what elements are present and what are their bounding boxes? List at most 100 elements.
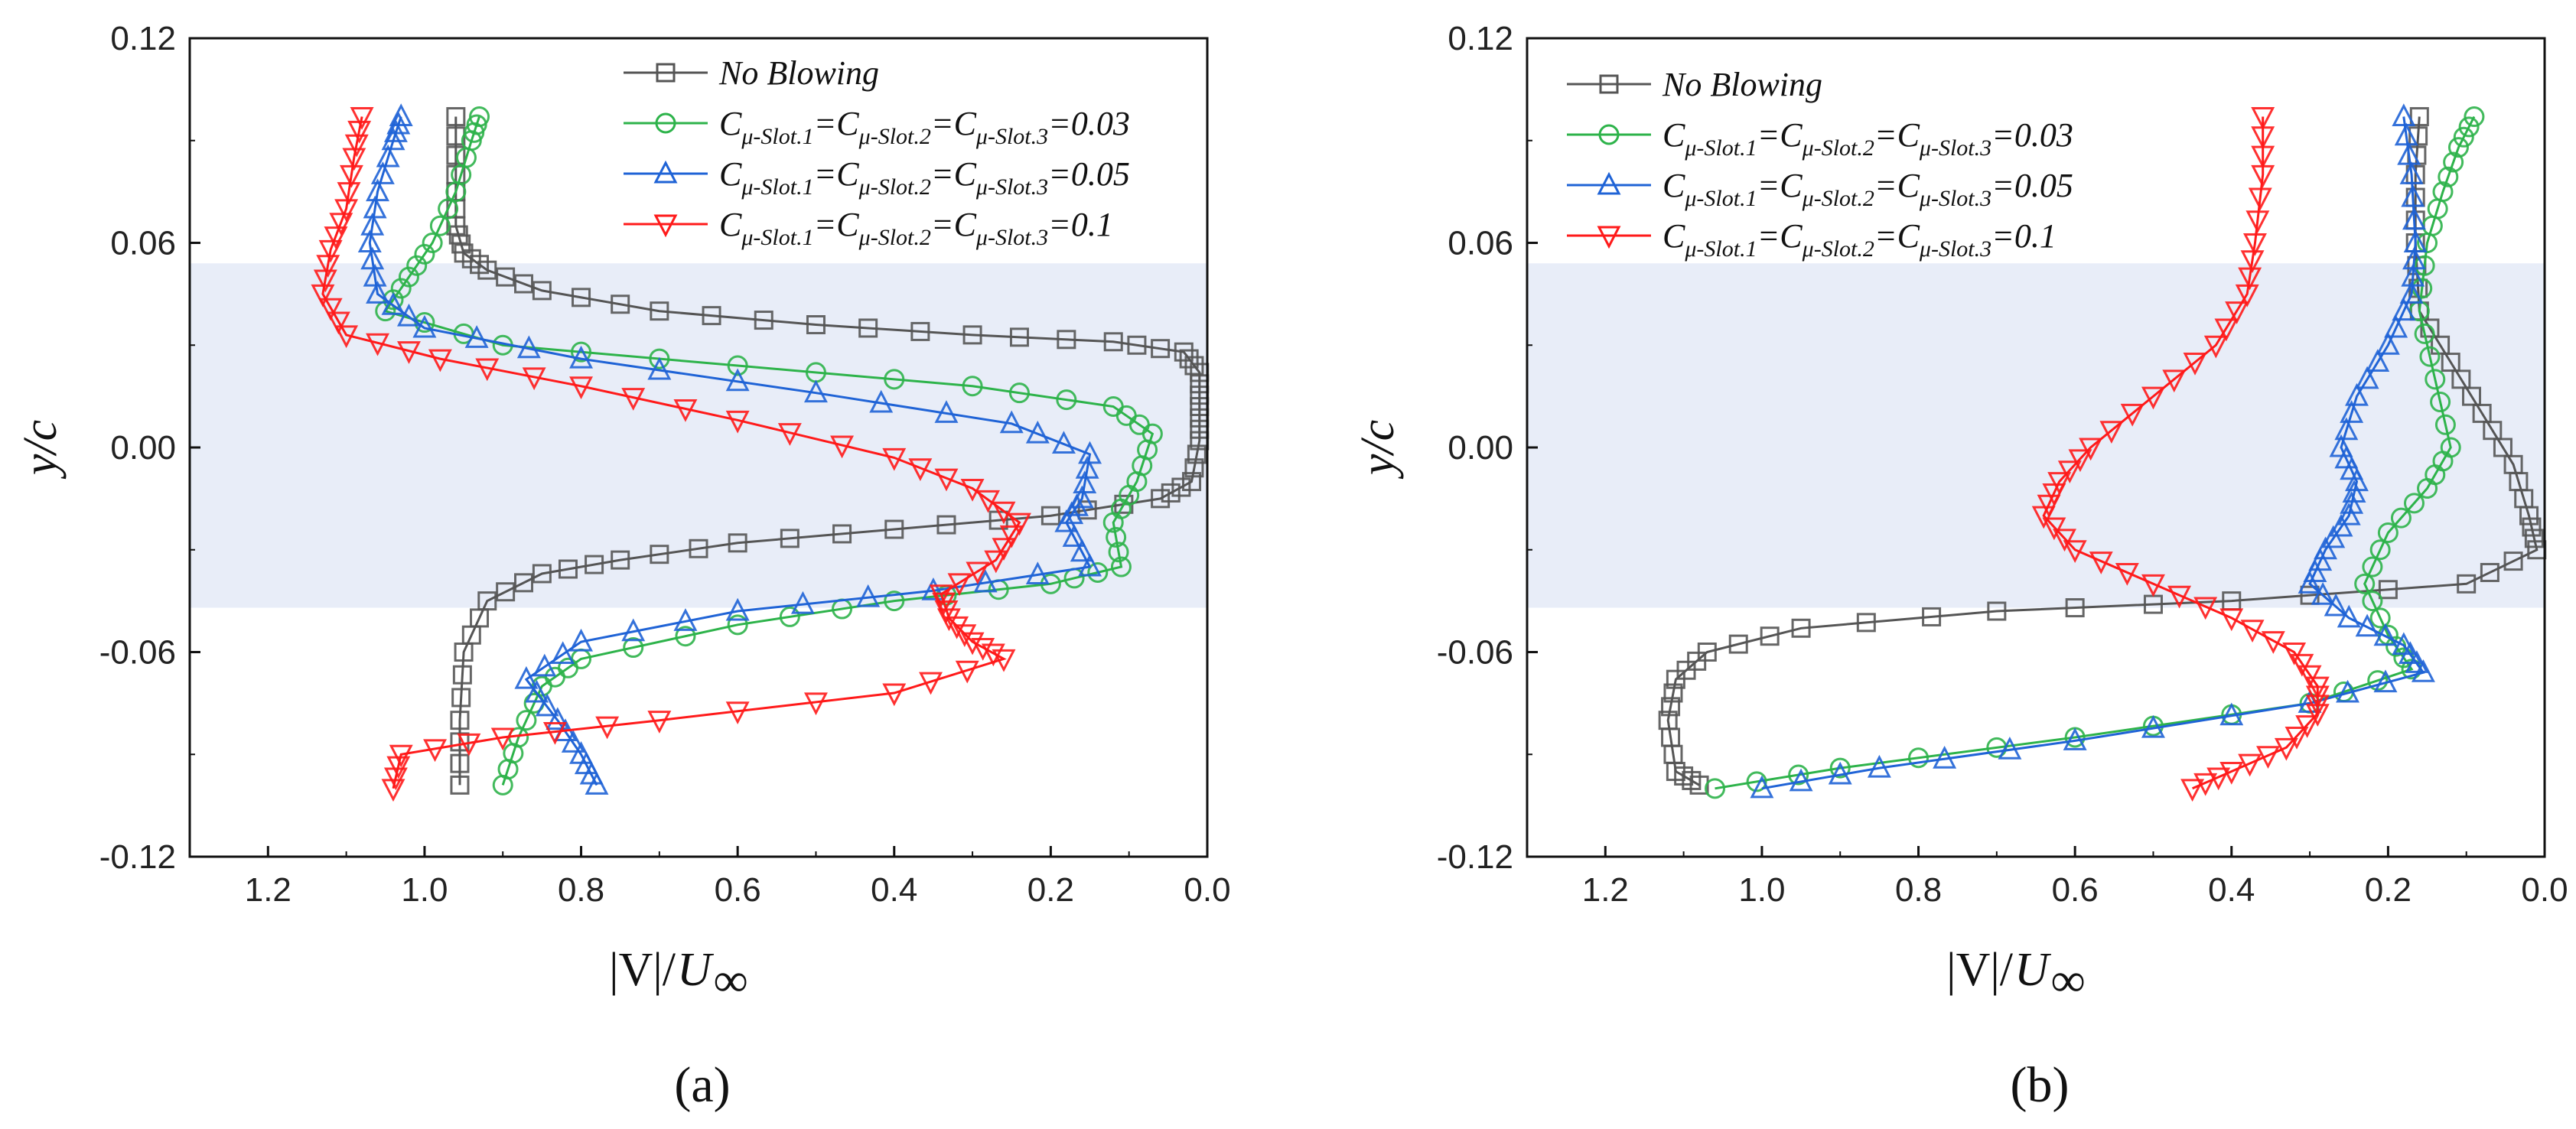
data-point	[2464, 106, 2485, 128]
data-point	[673, 399, 698, 422]
legend-marker	[1597, 226, 1621, 249]
x-tick-label: 0.8	[1895, 871, 1942, 909]
data-point	[2366, 349, 2390, 373]
data-point	[1184, 458, 1204, 478]
data-point	[2411, 659, 2435, 682]
legend-label: Cμ-Slot.1=Cμ-Slot.2=Cμ-Slot.3=0.1	[1663, 217, 2057, 262]
data-point	[2457, 574, 2477, 594]
data-point	[2503, 551, 2523, 571]
data-point	[2483, 421, 2503, 441]
data-point	[344, 134, 369, 158]
data-point	[318, 298, 343, 321]
data-point	[2394, 122, 2418, 146]
data-point	[383, 119, 408, 142]
data-point	[2256, 746, 2280, 769]
data-point	[1102, 512, 1124, 533]
data-point	[2242, 233, 2267, 256]
x-axis-label-u: U	[2014, 944, 2052, 996]
data-point	[334, 199, 359, 223]
data-point	[313, 269, 337, 293]
legend-item-no_blowing: No Blowing	[1567, 66, 1822, 103]
data-point	[1933, 745, 1957, 769]
data-point	[569, 376, 594, 400]
data-point	[545, 707, 570, 730]
y-axis-label: y/c	[15, 420, 67, 480]
data-point	[623, 637, 644, 659]
data-point	[1705, 778, 1726, 799]
data-point	[2261, 631, 2285, 654]
data-point	[2282, 643, 2307, 665]
data-point	[389, 744, 413, 768]
data-point	[1057, 330, 1076, 350]
shaded-region	[1527, 263, 2545, 608]
legend: No Blowing Cμ-Slot.1=Cμ-Slot.2=Cμ-Slot.3=…	[1567, 66, 2073, 262]
data-point	[532, 653, 557, 677]
data-point	[2522, 517, 2542, 537]
data-point	[806, 315, 826, 334]
data-point	[396, 303, 421, 327]
data-point	[1161, 483, 1181, 503]
data-point	[830, 435, 855, 459]
data-point	[962, 325, 982, 345]
data-point	[921, 577, 946, 600]
data-point	[611, 294, 630, 314]
data-point	[571, 341, 592, 363]
data-point	[363, 263, 387, 287]
legend-label: Cμ-Slot.1=Cμ-Slot.2=Cμ-Slot.3=0.03	[1663, 116, 2073, 161]
data-point	[516, 710, 537, 731]
data-point	[1087, 561, 1109, 583]
data-point	[856, 584, 881, 607]
legend-item-c01: Cμ-Slot.1=Cμ-Slot.2=Cμ-Slot.3=0.1	[1567, 217, 2057, 262]
shaded-region	[190, 263, 1207, 608]
data-point	[360, 246, 385, 270]
legend-label: No Blowing	[1662, 66, 1822, 103]
data-point	[1746, 771, 1767, 792]
data-point	[882, 447, 907, 471]
data-point	[1791, 618, 1811, 638]
data-point	[360, 212, 385, 236]
panel-a: 1.2 1.0 0.8 0.6 0.4 0.2 0.0 0.12 0.06 0.00 -0.06 -0…	[15, 20, 1231, 1113]
data-point	[945, 616, 969, 639]
data-point	[1054, 509, 1079, 532]
data-point	[381, 127, 405, 151]
data-point	[2431, 335, 2451, 355]
data-point	[2342, 480, 2366, 503]
data-point	[2336, 679, 2359, 703]
data-point	[2298, 665, 2322, 688]
legend-label: Cμ-Slot.1=Cμ-Slot.2=Cμ-Slot.3=0.05	[1663, 167, 2073, 211]
data-point	[2031, 506, 2056, 529]
data-point	[2079, 438, 2103, 461]
data-point	[2354, 573, 2376, 594]
data-point	[532, 564, 552, 584]
data-point	[350, 107, 374, 130]
data-point	[960, 479, 985, 502]
data-point	[702, 306, 721, 326]
x-tick-label: 0.0	[2521, 871, 2568, 909]
data-point	[780, 529, 800, 548]
data-point	[971, 638, 995, 661]
data-point	[992, 649, 1016, 672]
data-point	[2399, 281, 2424, 304]
data-point	[2193, 597, 2218, 620]
data-point	[858, 318, 878, 338]
data-point	[2329, 513, 2353, 537]
data-point	[1184, 356, 1204, 376]
data-point	[2141, 386, 2165, 410]
data-point	[454, 643, 474, 662]
data-point	[934, 600, 959, 623]
data-point	[934, 468, 959, 492]
y-tick-label: -0.12	[1437, 838, 1513, 876]
data-point	[366, 333, 390, 356]
data-point	[2274, 737, 2298, 761]
legend-item-c005: Cμ-Slot.1=Cμ-Slot.2=Cμ-Slot.3=0.05	[1567, 167, 2073, 211]
data-point	[936, 515, 956, 535]
data-point	[2334, 417, 2359, 441]
data-point	[2120, 403, 2144, 427]
data-point	[2362, 556, 2383, 578]
data-point	[2376, 331, 2400, 355]
data-point	[650, 301, 669, 321]
data-point	[496, 267, 516, 287]
data-point	[2053, 529, 2076, 552]
x-tick-label: 0.6	[2052, 871, 2099, 909]
data-point	[728, 533, 747, 553]
